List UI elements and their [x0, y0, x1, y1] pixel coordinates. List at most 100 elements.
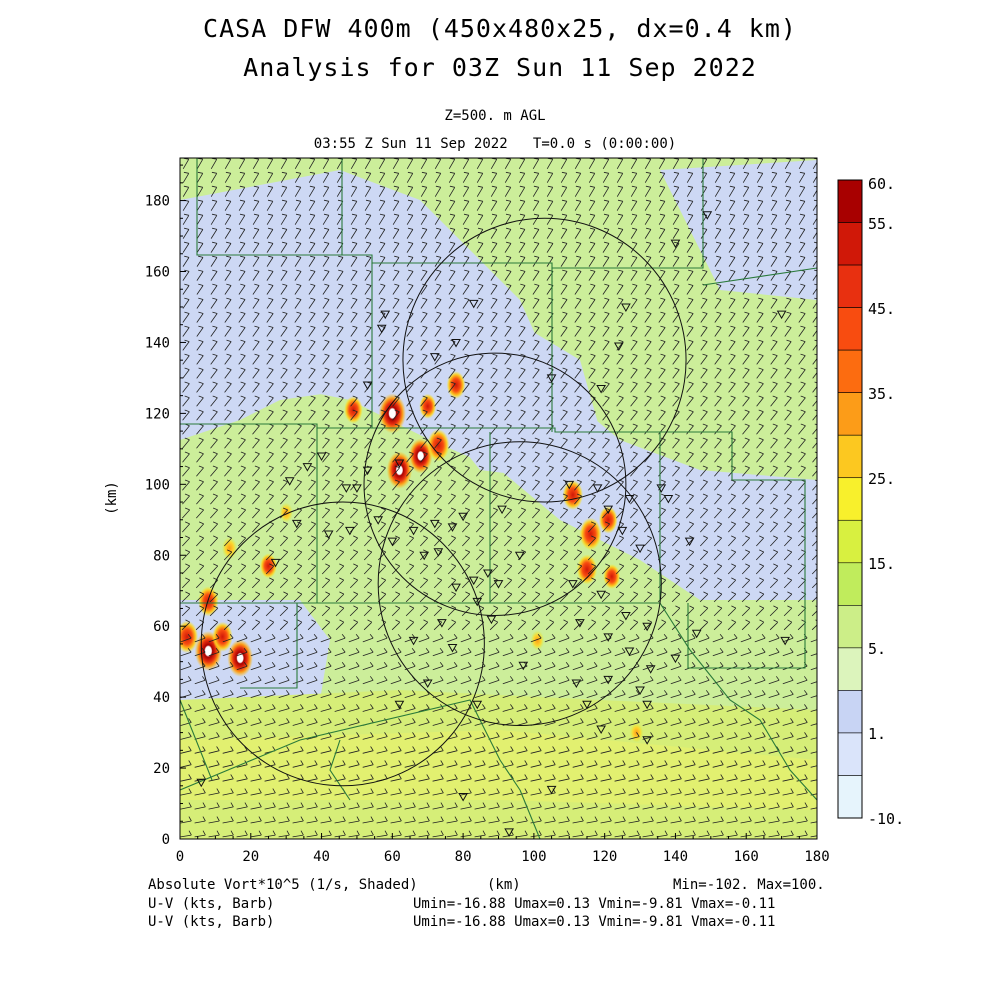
- station-marker: [592, 484, 603, 493]
- station-marker: [596, 725, 606, 735]
- vorticity-core: [427, 429, 450, 462]
- colorbar-swatch: [837, 349, 863, 393]
- low-vorticity-zone: [660, 160, 817, 300]
- plot-subtitle-analysis: Analysis for 03Z Sun 11 Sep 2022: [243, 53, 757, 82]
- station-marker: [468, 299, 479, 309]
- station-marker: [702, 211, 713, 220]
- station-marker: [472, 700, 483, 710]
- station-marker: [419, 551, 430, 561]
- vorticity-core: [530, 630, 545, 651]
- y-tick-label: 120: [145, 406, 170, 422]
- vorticity-core: [279, 502, 293, 523]
- station-marker: [362, 466, 373, 476]
- station-marker: [546, 374, 557, 383]
- station-marker: [624, 495, 635, 504]
- wind-field-label: U-V (kts, Barb): [148, 896, 275, 912]
- station-marker: [472, 597, 483, 607]
- station-marker: [483, 569, 493, 578]
- vorticity-core: [446, 371, 466, 399]
- vorticity-core: [180, 620, 199, 654]
- min-max-label: Min=-102. Max=100.: [673, 877, 825, 893]
- station-marker: [352, 484, 362, 493]
- x-tick-label: 160: [734, 849, 759, 865]
- station-marker: [670, 654, 681, 664]
- station-marker: [621, 303, 631, 312]
- station-marker: [575, 619, 585, 628]
- colorbar-swatch: [837, 647, 863, 691]
- station-marker: [451, 583, 461, 593]
- station-marker: [642, 622, 652, 632]
- station-marker: [447, 643, 458, 653]
- radar-range-rings: [200, 217, 687, 787]
- valid-time-label: 03:55 Z Sun 11 Sep 2022 T=0.0 s (0:00:00…: [313, 136, 677, 152]
- x-tick-label: 20: [242, 849, 259, 865]
- vorticity-core: [603, 564, 621, 590]
- station-marker: [603, 675, 614, 685]
- y-axis-label: (km): [104, 481, 120, 515]
- station-marker: [596, 385, 606, 394]
- colorbar-swatch: [837, 307, 863, 351]
- x-tick-label: 60: [384, 849, 401, 865]
- station-marker: [422, 679, 433, 688]
- colorbar-swatch: [837, 264, 863, 308]
- southern-vorticity-band: [180, 730, 817, 810]
- station-marker: [302, 463, 313, 472]
- station-marker: [387, 537, 398, 547]
- station-marker: [380, 310, 391, 320]
- level-label: Z=500. m AGL: [444, 108, 546, 124]
- x-tick-label: 0: [176, 849, 184, 865]
- station-marker: [621, 612, 631, 621]
- vorticity-core: [408, 438, 433, 474]
- map-field: [180, 158, 817, 839]
- vorticity-core: [419, 393, 437, 419]
- station-marker: [316, 452, 327, 461]
- x-tick-label: 140: [663, 849, 688, 865]
- vorticity-core: [598, 506, 618, 534]
- vorticity-core: [579, 517, 602, 551]
- station-marker: [394, 700, 405, 710]
- wind-field-stats: Umin=-16.88 Umax=0.13 Vmin=-9.81 Vmax=-0…: [413, 914, 776, 930]
- county-boundaries: [180, 158, 817, 839]
- station-marker: [567, 580, 578, 589]
- station-marker: [656, 484, 667, 493]
- station-marker: [504, 828, 514, 837]
- vorticity-core: [576, 554, 598, 585]
- station-marker: [624, 647, 635, 657]
- station-marker: [670, 239, 681, 249]
- plot-title: CASA DFW 400m (450x480x25, dx=0.4 km): [203, 14, 797, 43]
- colorbar-label: 45.: [868, 300, 895, 318]
- x-axis-label: (km): [487, 877, 521, 893]
- colorbar-label: 55.: [868, 215, 895, 233]
- station-marker: [486, 615, 497, 625]
- station-marker: [408, 526, 419, 536]
- station-marker: [780, 636, 791, 646]
- station-marker: [635, 544, 645, 554]
- station-marker: [323, 530, 334, 539]
- radar-range-ring: [377, 441, 662, 726]
- station-markers: [196, 211, 791, 837]
- station-marker: [776, 310, 787, 320]
- station-marker: [684, 537, 695, 547]
- radar-range-ring: [402, 217, 687, 503]
- x-tick-label: 180: [804, 849, 829, 865]
- colorbar-swatch: [837, 775, 863, 819]
- station-marker: [270, 558, 281, 568]
- station-marker: [458, 792, 468, 802]
- colorbar-label: -10.: [868, 810, 904, 828]
- station-marker: [514, 551, 525, 561]
- radar-range-ring: [200, 501, 485, 787]
- station-marker: [341, 484, 352, 493]
- colorbar-swatch: [837, 222, 863, 266]
- colorbar-label: 5.: [868, 640, 886, 658]
- station-marker: [429, 353, 440, 362]
- colorbar-frame: [837, 179, 863, 819]
- station-marker: [582, 700, 592, 710]
- colorbar-label: 1.: [868, 725, 886, 743]
- station-marker: [458, 512, 468, 522]
- y-tick-label: 160: [145, 265, 170, 281]
- y-tick-label: 40: [153, 690, 170, 706]
- x-tick-label: 100: [521, 849, 546, 865]
- station-marker: [376, 324, 387, 334]
- vorticity-core: [227, 639, 253, 677]
